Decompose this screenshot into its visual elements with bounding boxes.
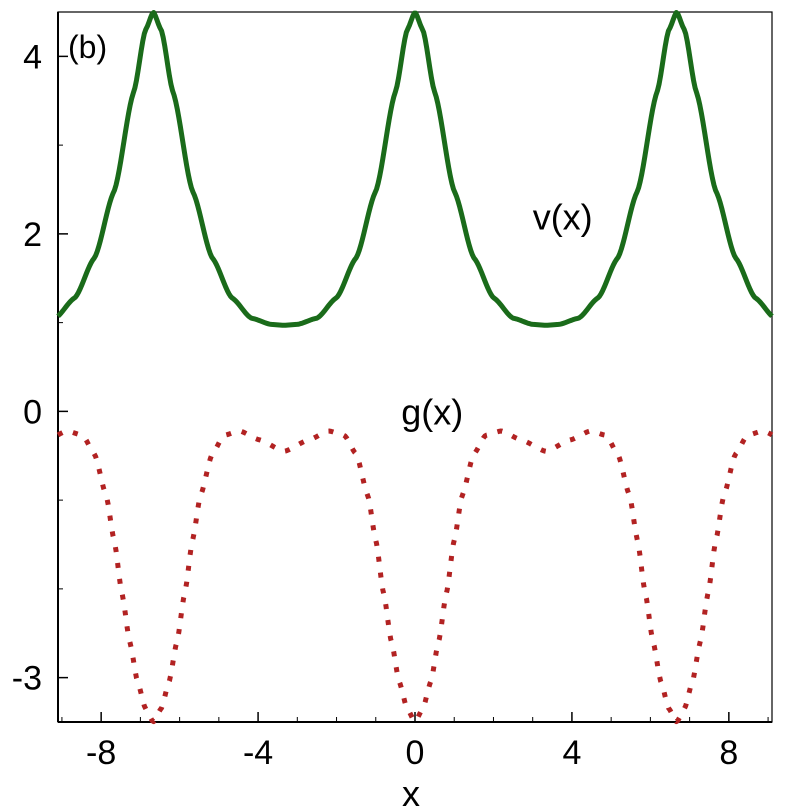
x-tick-label: 8 [719, 734, 738, 772]
y-tick-label: 2 [23, 216, 42, 254]
x-tick-label: 4 [562, 734, 581, 772]
plot-frame [57, 11, 773, 723]
series-line-v [56, 10, 774, 328]
panel-label: (b) [68, 29, 107, 65]
series-label-v: v(x) [533, 196, 593, 237]
y-tick-label: 4 [23, 38, 42, 76]
x-axis-label: x [402, 773, 420, 811]
series-label-g: g(x) [401, 392, 463, 433]
x-tick-label: -8 [86, 734, 116, 772]
y-tick-label: 0 [23, 393, 42, 431]
series-line-g [56, 428, 774, 725]
y-tick-label: -3 [12, 660, 42, 698]
x-tick-label: -4 [243, 734, 273, 772]
x-tick-label: 0 [406, 734, 425, 772]
